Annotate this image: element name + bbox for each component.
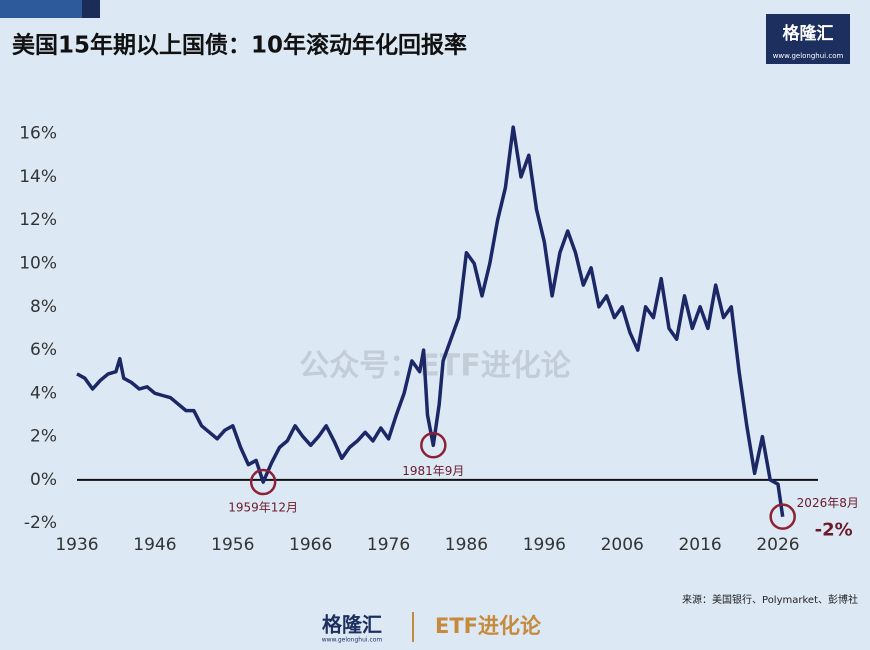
logo-url: www.gelonghui.com: [773, 52, 844, 60]
x-tick-label: 1956: [211, 535, 254, 555]
x-tick-label: 2016: [678, 535, 721, 555]
x-tick-label: 1996: [523, 535, 566, 555]
annotation-circle: [420, 432, 447, 459]
footer-right: ETF进化论: [435, 614, 542, 638]
y-tick-label: 12%: [19, 210, 57, 230]
x-tick-label: 2006: [601, 535, 644, 555]
annotation-circle: [249, 468, 277, 496]
y-tick-label: 8%: [30, 297, 57, 317]
source: 来源：美国银行、Polymarket、彭博社: [682, 593, 858, 606]
x-tick-label: 1946: [133, 535, 176, 555]
watermark: 公众号：ETF进化论: [299, 349, 571, 384]
x-tick-label: 1966: [289, 535, 332, 555]
footer-left-url: www.gelonghui.com: [322, 637, 383, 644]
x-tick-label: 1936: [55, 535, 98, 555]
end-label: -2%: [815, 520, 853, 541]
annotation-label: 2026年8月: [797, 496, 859, 510]
y-tick-label: 10%: [19, 253, 57, 273]
y-tick-label: 16%: [19, 124, 57, 144]
y-tick-label: 14%: [19, 167, 57, 187]
chart-title: 美国15年期以上国债：10年滚动年化回报率: [12, 32, 467, 59]
y-tick-label: 6%: [30, 340, 57, 360]
series-line: [76, 125, 785, 517]
annotation-label: 1959年12月: [228, 501, 298, 515]
y-tick-label: -2%: [24, 513, 57, 533]
x-tick-label: 2026: [756, 535, 799, 555]
annotation-label: 1981年9月: [402, 464, 464, 478]
x-tick-label: 1976: [367, 535, 410, 555]
header-band-accent: [0, 0, 82, 18]
logo-box: [766, 14, 850, 64]
x-tick-label: 1986: [445, 535, 488, 555]
annotation-circle: [769, 503, 796, 530]
footer-left: 格隆汇: [322, 613, 382, 637]
y-tick-label: 2%: [30, 427, 57, 447]
logo-name: 格隆汇: [783, 23, 834, 44]
y-tick-label: 0%: [30, 470, 57, 490]
y-tick-label: 4%: [30, 383, 57, 403]
